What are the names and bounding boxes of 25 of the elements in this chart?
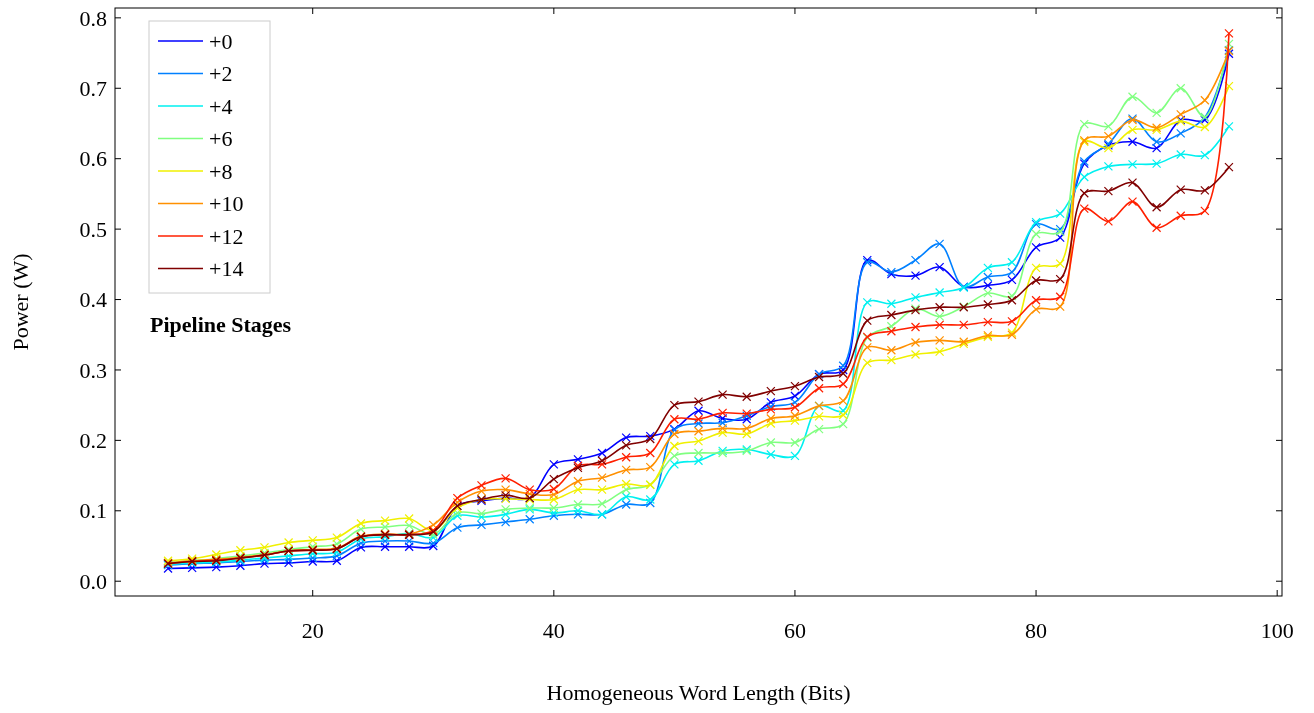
legend-title: Pipeline Stages xyxy=(150,312,292,337)
y-tick-label: 0.2 xyxy=(79,428,107,454)
x-tick-label: 100 xyxy=(1260,618,1294,643)
y-tick-label: 0.1 xyxy=(79,498,107,524)
x-tick-label: 40 xyxy=(542,618,565,643)
y-tick-label: 0.8 xyxy=(79,5,107,31)
legend-label: +8 xyxy=(209,158,233,184)
y-tick-label: 0.3 xyxy=(79,357,107,383)
y-tick-label: 0.4 xyxy=(79,287,107,313)
legend-label: +0 xyxy=(209,28,233,54)
y-tick-label: 0.0 xyxy=(79,568,107,594)
x-tick-label: 20 xyxy=(301,618,324,643)
legend-label: +2 xyxy=(209,61,233,87)
y-tick-label: 0.7 xyxy=(79,75,107,101)
y-tick-label: 0.5 xyxy=(79,216,107,242)
x-tick-label: 80 xyxy=(1025,618,1048,643)
x-tick-label: 60 xyxy=(783,618,806,643)
legend-label: +12 xyxy=(209,223,244,249)
legend-label: +4 xyxy=(209,93,233,119)
x-axis-title: Homogeneous Word Length (Bits) xyxy=(546,680,851,705)
y-axis-title: Power (W) xyxy=(8,253,33,351)
y-tick-label: 0.6 xyxy=(79,146,107,172)
legend-label: +14 xyxy=(209,256,244,282)
legend-label: +6 xyxy=(209,126,233,152)
legend-label: +10 xyxy=(209,191,244,217)
